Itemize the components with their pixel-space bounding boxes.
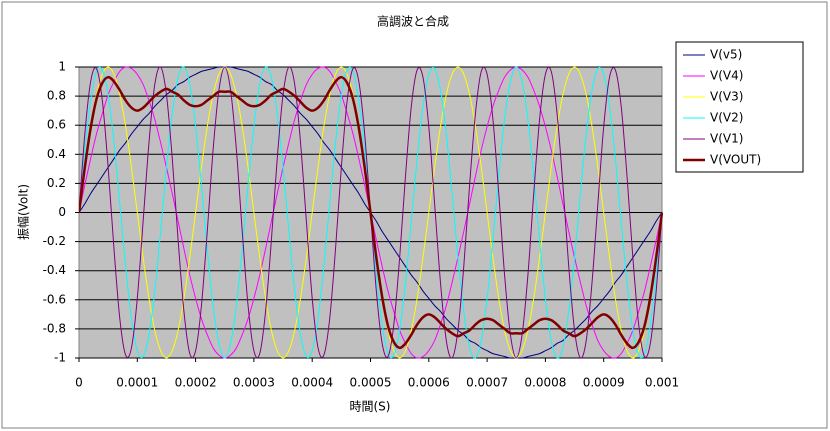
series-lines	[79, 66, 663, 359]
chart-title: 高調波と合成	[377, 14, 449, 29]
legend-label: V(VOUT)	[710, 153, 761, 167]
y-tick-label: -1	[54, 351, 66, 365]
legend-label: V(V3)	[710, 90, 743, 104]
x-tick-label: 0.0001	[116, 376, 158, 390]
x-tick-label: 0.0008	[524, 376, 566, 390]
x-tick-label: 0.0009	[583, 376, 625, 390]
legend-label: V(V1)	[710, 132, 743, 146]
y-tick-label: 0	[58, 205, 66, 219]
series-line	[79, 75, 663, 350]
y-tick-label: 0.2	[47, 176, 66, 190]
y-tick-label: 0.6	[47, 118, 66, 132]
x-tick-label: 0.001	[645, 376, 679, 390]
x-tick-label: 0	[75, 376, 83, 390]
y-tick-label: 1	[58, 60, 66, 74]
x-axis-label: 時間(S)	[350, 400, 391, 414]
y-tick-label: 0.4	[47, 147, 66, 161]
legend-label: V(v5)	[710, 48, 742, 62]
x-tick-label: 0.0003	[233, 376, 275, 390]
legend-label: V(V2)	[710, 111, 743, 125]
x-tick-label: 0.0006	[408, 376, 450, 390]
x-tick-label: 0.0005	[350, 376, 392, 390]
y-tick-label: -0.2	[43, 234, 66, 248]
x-tick-label: 0.0002	[175, 376, 217, 390]
y-tick-label: -0.8	[43, 321, 66, 335]
y-axis-label: 振幅(Volt)	[16, 184, 31, 240]
legend-label: V(V4)	[710, 69, 743, 83]
y-tick-label: -0.4	[43, 263, 66, 277]
x-tick-label: 0.0004	[291, 376, 333, 390]
y-tick-label: 0.8	[47, 89, 66, 103]
legend-entries: V(v5) V(V4) V(V3) V(V2) V(V1) V(VOUT)	[683, 48, 761, 167]
legend	[675, 41, 804, 173]
y-tick-label: -0.6	[43, 292, 66, 306]
x-tick-label: 0.0007	[466, 376, 508, 390]
